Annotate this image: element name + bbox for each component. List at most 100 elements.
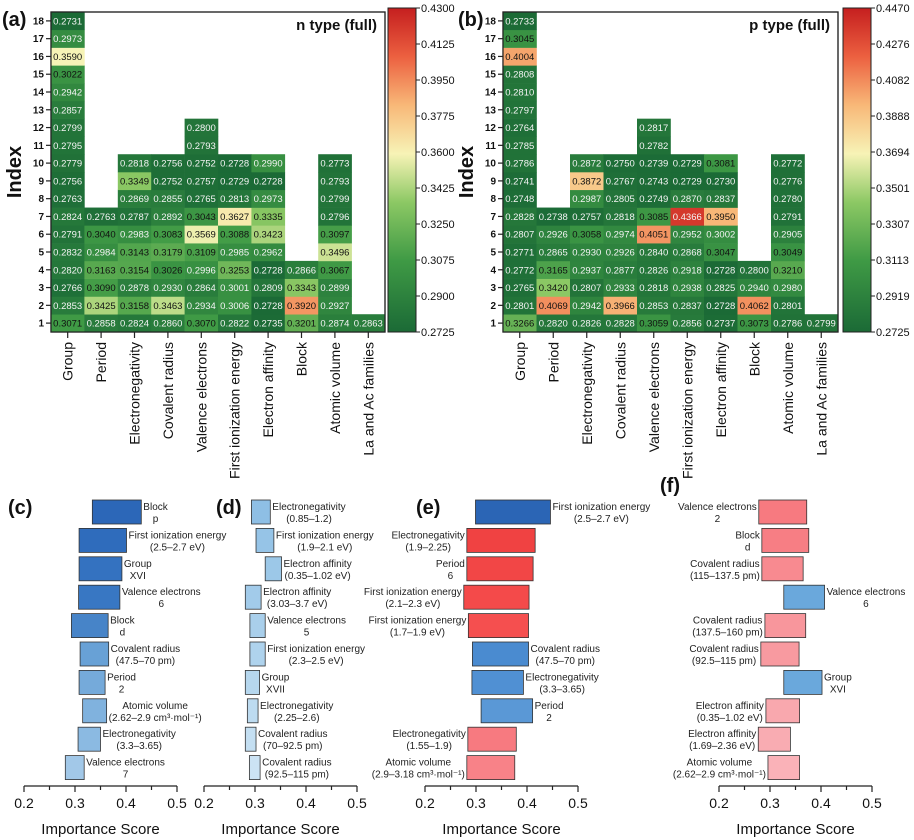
x-tick-label: 0.2 <box>415 795 435 811</box>
heatmap-cell <box>503 172 537 191</box>
x-tick-label: Valence electrons <box>193 342 209 452</box>
y-tick-label: 7 <box>38 212 44 223</box>
y-tick-label: 2 <box>38 301 44 312</box>
colorbar-tick-label: 0.4125 <box>421 39 455 51</box>
cell-value-label: 0.2728 <box>254 176 283 187</box>
heatmap-cell <box>771 172 805 191</box>
heatmap-cell <box>318 278 352 297</box>
x-tick-label: Electronegativity <box>127 342 143 445</box>
bar-label: Electronegativity <box>103 729 176 740</box>
chart-title: p type (full) <box>749 17 830 34</box>
cell-value-label: 0.2800 <box>187 123 216 134</box>
heatmap-cell <box>318 260 352 279</box>
bar-label: Atomic volume <box>385 758 451 769</box>
heatmap-cell <box>771 278 805 297</box>
cell-value-label: 0.3001 <box>220 283 249 294</box>
x-tick-label: 0.2 <box>194 795 214 811</box>
colorbar-tick-label: 0.3694 <box>876 147 910 159</box>
heatmap-cell <box>503 260 537 279</box>
heatmap-cell <box>570 154 604 173</box>
heatmap-cell <box>570 296 604 315</box>
bar-label: First ionization energy <box>129 530 227 541</box>
colorbar-tick-label: 0.4082 <box>876 75 910 87</box>
bar-label: Valence electrons <box>827 587 906 598</box>
heatmap-cell <box>51 225 85 244</box>
heatmap-cell <box>184 278 219 297</box>
heatmap-cell <box>737 260 772 279</box>
heatmap-cell <box>570 260 604 279</box>
colorbar-tick-label: 0.3950 <box>421 75 455 87</box>
cell-value-label: 0.3109 <box>187 248 216 259</box>
y-tick-label: 15 <box>485 70 497 81</box>
heatmap-cell <box>670 154 705 173</box>
cell-value-label: 0.2801 <box>505 301 534 312</box>
heatmap-cell <box>570 278 604 297</box>
importance-bar <box>783 584 825 610</box>
cell-value-label: 0.3070 <box>187 319 216 330</box>
importance-bar <box>82 698 108 724</box>
cell-value-label: 0.2807 <box>505 230 534 241</box>
importance-bar <box>244 670 260 695</box>
bar-label: (92.5–115 pm) <box>692 656 756 667</box>
cell-value-label: 0.3349 <box>120 176 149 187</box>
importance-bar <box>264 556 282 582</box>
x-tick-label: 0.3 <box>466 795 486 811</box>
y-tick-label: 10 <box>33 159 45 170</box>
heatmap-cell <box>151 278 185 297</box>
bar-label: 2 <box>119 684 125 695</box>
bar-label: 7 <box>123 770 129 781</box>
heatmap-cell <box>503 243 537 262</box>
importance-bar <box>78 584 121 610</box>
importance-bar <box>246 698 259 724</box>
x-tick-label: Valence electrons <box>646 342 662 452</box>
cell-value-label: 0.2756 <box>53 176 82 187</box>
cell-value-label: 0.3059 <box>639 319 668 330</box>
heatmap-cell <box>51 278 85 297</box>
x-tick-label: La and Ac families <box>360 342 376 456</box>
cell-value-label: 0.2899 <box>320 283 349 294</box>
bar-label: First ionization energy <box>364 587 462 598</box>
cell-value-label: 0.2927 <box>320 301 349 312</box>
importance-bar <box>251 499 271 525</box>
y-tick-label: 11 <box>33 141 44 152</box>
bar-label: (70–92.5 pm) <box>263 741 322 752</box>
cell-value-label: 0.2730 <box>706 176 735 187</box>
importance-bar <box>78 528 127 553</box>
x-tick-label: First ionization energy <box>227 342 243 479</box>
heatmap-cell <box>704 243 738 262</box>
heatmap-cell <box>117 189 152 208</box>
heatmap-cell <box>318 172 352 191</box>
cell-value-label: 0.2990 <box>254 159 283 170</box>
heatmap-cell <box>503 29 537 48</box>
y-tick-label: 18 <box>485 16 497 27</box>
cell-value-label: 0.4051 <box>639 230 668 241</box>
cell-value-label: 0.2863 <box>354 319 383 330</box>
y-tick-label: 5 <box>490 248 496 259</box>
cell-value-label: 0.2996 <box>187 265 216 276</box>
cell-value-label: 0.2728 <box>706 265 735 276</box>
x-tick-label: Covalent radius <box>160 342 176 439</box>
heatmap-cell <box>84 207 119 226</box>
bar-label: First ionization energy <box>369 616 467 627</box>
heatmap-cell <box>503 118 537 137</box>
importance-bar <box>91 499 142 525</box>
colorbar-tick-label: 0.3600 <box>421 147 455 159</box>
panel-letter: (a) <box>2 9 26 31</box>
cell-value-label: 0.3022 <box>53 70 82 81</box>
heatmap-cell <box>603 172 638 191</box>
cell-value-label: 0.2832 <box>53 248 82 259</box>
heatmap-cell <box>771 243 805 262</box>
cell-value-label: 0.2797 <box>505 105 534 116</box>
bar-label: Covalent radius <box>258 729 327 740</box>
cell-value-label: 0.3496 <box>320 248 349 259</box>
cell-value-label: 0.2860 <box>153 319 182 330</box>
importance-bar <box>78 556 123 582</box>
heatmap-cell <box>503 296 537 315</box>
cell-value-label: 0.2974 <box>606 230 635 241</box>
cell-value-label: 0.2926 <box>539 230 568 241</box>
bar-label: Electronegativity <box>260 701 333 712</box>
y-tick-label: 9 <box>490 176 496 187</box>
cell-value-label: 0.2728 <box>220 159 249 170</box>
y-tick-label: 12 <box>485 123 497 134</box>
